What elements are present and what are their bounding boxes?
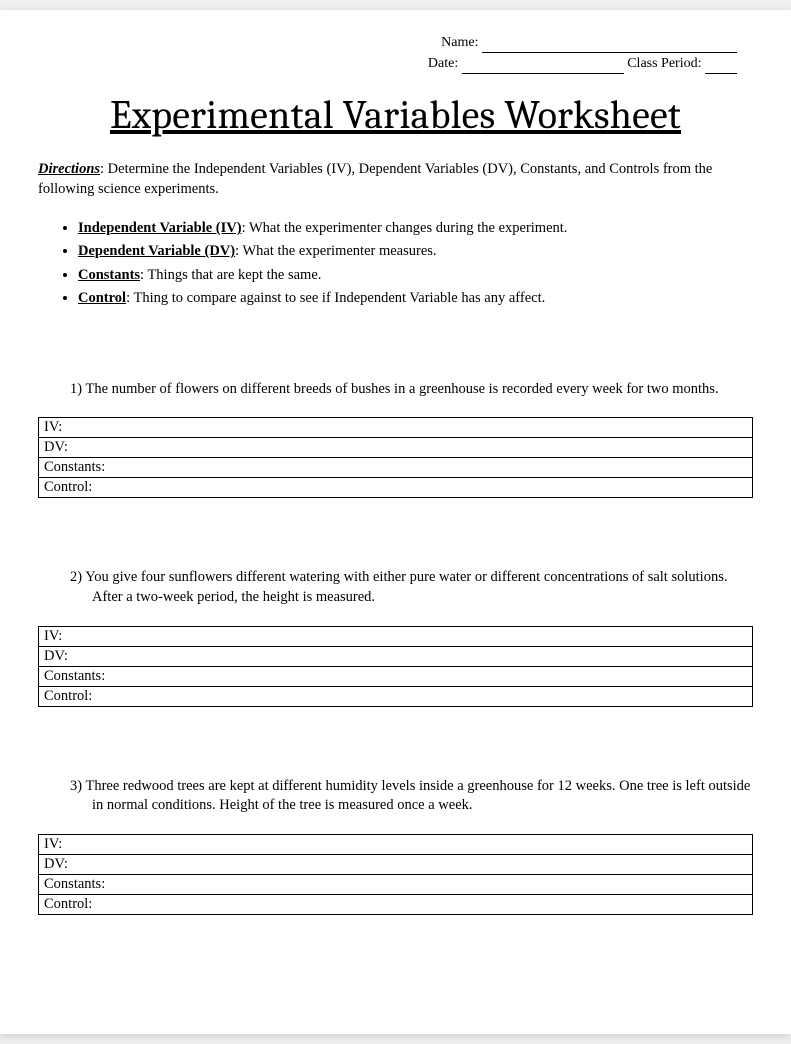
def-iv: Independent Variable (IV): What the expe… xyxy=(78,217,753,240)
row-constants[interactable]: Constants: xyxy=(39,458,753,478)
row-dv[interactable]: DV: xyxy=(39,646,753,666)
directions-text: : Determine the Independent Variables (I… xyxy=(38,161,712,197)
question-text: You give four sunflowers different water… xyxy=(85,569,727,605)
directions: Directions: Determine the Independent Va… xyxy=(38,160,753,199)
date-class-line: Date: Class Period: xyxy=(38,53,737,74)
date-blank[interactable] xyxy=(462,60,624,74)
page-title: Experimental Variables Worksheet xyxy=(38,92,753,138)
question-1: 1) The number of flowers on different br… xyxy=(38,380,753,400)
date-label: Date: xyxy=(428,56,458,71)
def-text: : What the experimenter changes during t… xyxy=(242,220,568,236)
name-line: Name: xyxy=(38,32,737,53)
worksheet-page: Name: Date: Class Period: Experimental V… xyxy=(0,10,791,1034)
row-dv[interactable]: DV: xyxy=(39,438,753,458)
question-text: The number of flowers on different breed… xyxy=(85,381,718,397)
def-label: Dependent Variable (DV) xyxy=(78,243,235,259)
question-2: 2) You give four sunflowers different wa… xyxy=(38,568,753,607)
answer-table-3: IV: DV: Constants: Control: xyxy=(38,834,753,915)
row-constants[interactable]: Constants: xyxy=(39,874,753,894)
row-iv[interactable]: IV: xyxy=(39,626,753,646)
def-control: Control: Thing to compare against to see… xyxy=(78,287,753,310)
row-iv[interactable]: IV: xyxy=(39,418,753,438)
answer-table-1: IV: DV: Constants: Control: xyxy=(38,417,753,498)
name-label: Name: xyxy=(441,35,478,50)
row-constants[interactable]: Constants: xyxy=(39,666,753,686)
row-iv[interactable]: IV: xyxy=(39,834,753,854)
def-constants: Constants: Things that are kept the same… xyxy=(78,264,753,287)
def-label: Constants xyxy=(78,267,140,283)
question-3: 3) Three redwood trees are kept at diffe… xyxy=(38,777,753,816)
question-number: 1) xyxy=(70,381,82,397)
answer-table-2: IV: DV: Constants: Control: xyxy=(38,626,753,707)
definitions-list: Independent Variable (IV): What the expe… xyxy=(38,217,753,310)
name-blank[interactable] xyxy=(482,39,737,53)
question-number: 2) xyxy=(70,569,82,585)
header-fields: Name: Date: Class Period: xyxy=(38,32,753,74)
def-label: Independent Variable (IV) xyxy=(78,220,242,236)
directions-label: Directions xyxy=(38,161,100,177)
row-dv[interactable]: DV: xyxy=(39,854,753,874)
class-blank[interactable] xyxy=(705,60,737,74)
def-dv: Dependent Variable (DV): What the experi… xyxy=(78,240,753,263)
row-control[interactable]: Control: xyxy=(39,686,753,706)
row-control[interactable]: Control: xyxy=(39,894,753,914)
def-text: : What the experimenter measures. xyxy=(235,243,436,259)
class-label: Class Period: xyxy=(627,56,701,71)
def-label: Control xyxy=(78,290,126,306)
question-number: 3) xyxy=(70,778,82,794)
question-text: Three redwood trees are kept at differen… xyxy=(85,778,750,814)
def-text: : Thing to compare against to see if Ind… xyxy=(126,290,545,306)
def-text: : Things that are kept the same. xyxy=(140,267,321,283)
row-control[interactable]: Control: xyxy=(39,478,753,498)
